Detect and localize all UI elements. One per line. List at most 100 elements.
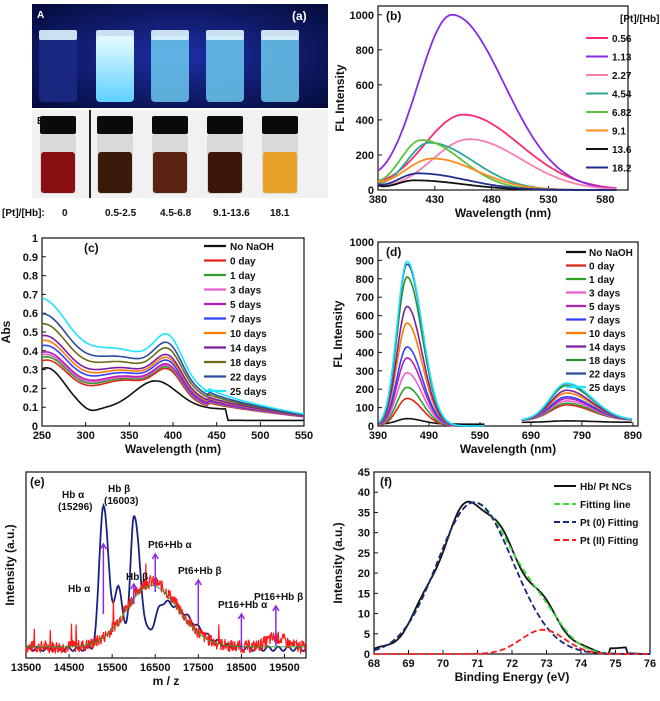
vial-ratio-label: 9.1-13.6 (213, 208, 250, 219)
x-axis-label: Wavelength (nm) (460, 442, 556, 456)
legend-entry: 0 day (589, 262, 615, 273)
legend-entry: 18 days (230, 358, 267, 369)
y-tick-label: 0.3 (23, 365, 38, 377)
series-line (378, 260, 485, 427)
annotation-arrowhead (272, 604, 280, 612)
legend-entry: No NaOH (589, 248, 633, 259)
legend-entry: 22 days (230, 373, 267, 384)
legend-entry: Pt (II) Fitting (580, 536, 638, 547)
y-tick-label: 40 (358, 487, 370, 499)
y-tick-label: 30 (358, 528, 370, 540)
annotation-arrowhead (151, 552, 159, 560)
series-line (373, 501, 650, 655)
x-tick-label: 580 (596, 194, 614, 206)
legend-entry: Fitting line (580, 500, 631, 511)
y-tick-label: 400 (356, 347, 374, 359)
x-tick-label: 75 (609, 658, 621, 670)
y-tick-label: 600 (356, 80, 374, 92)
x-tick-label: 18500 (226, 662, 257, 674)
y-tick-label: 0 (368, 185, 374, 197)
legend-entry: 1 day (589, 275, 615, 286)
y-tick-label: 900 (356, 255, 374, 267)
x-tick-label: 300 (76, 430, 94, 442)
x-tick-label: 490 (420, 430, 438, 442)
x-tick-label: 690 (522, 430, 540, 442)
series-line (41, 312, 305, 416)
legend-entry: 1 day (230, 271, 256, 282)
peak-annotation: Pt16+Hb β (254, 592, 303, 603)
y-tick-label: 0.4 (23, 346, 39, 358)
x-tick-label: 250 (33, 430, 51, 442)
peak-annotation: Pt6+Hb α (148, 540, 193, 551)
panel-label: (d) (386, 245, 401, 259)
x-tick-label: 16500 (140, 662, 171, 674)
y-tick-label: 25 (358, 548, 370, 560)
x-tick-label: 380 (369, 194, 387, 206)
x-tick-label: 71 (471, 658, 483, 670)
y-tick-label: 5 (364, 629, 370, 641)
x-tick-label: 590 (471, 430, 489, 442)
x-tick-label: 790 (573, 430, 591, 442)
visible-vial (97, 116, 133, 194)
legend-entry: 0.56 (612, 34, 632, 45)
chart-panel-c: 250 300 350 400 450 500 550 0 0.1 0.2 0.3 0.4 0.5 0.6… (0, 233, 313, 456)
legend-entry: Hb/ Pt NCs (580, 482, 632, 493)
legend-entry: 22 days (589, 370, 626, 381)
chart-panel-b: 380 430 480 530 580 0 200 400 600 800 1000 Waveleng… (333, 5, 659, 220)
legend-entry: 6.82 (612, 108, 632, 119)
legend-entry: 5 days (230, 300, 262, 311)
series-line (25, 502, 307, 652)
legend-entry: 5 days (589, 302, 621, 313)
x-tick-label: 17500 (183, 662, 214, 674)
x-tick-label: 13500 (11, 662, 42, 674)
panel-a-label: (a) (292, 9, 307, 23)
series-line (377, 138, 617, 190)
peak-annotation: Hb β (126, 572, 148, 583)
legend-entry: 25 days (589, 383, 626, 394)
y-tick-label: 20 (358, 568, 370, 580)
x-tick-label: 350 (120, 430, 138, 442)
x-tick-label: 72 (506, 658, 518, 670)
legend-entry: 10 days (230, 329, 267, 340)
y-tick-label: 0.1 (23, 402, 38, 414)
y-axis-label: Intensity (a.u.) (3, 524, 17, 605)
y-tick-label: 800 (356, 274, 374, 286)
peak-mass: (15296) (58, 502, 92, 513)
series-line (41, 297, 305, 415)
x-tick-label: 68 (368, 658, 380, 670)
y-tick-label: 300 (356, 366, 374, 378)
uv-vial (206, 30, 244, 102)
legend-title: [Pt]/[Hb] (620, 14, 659, 25)
y-tick-label: 0.2 (23, 383, 38, 395)
y-axis-label: Abs (0, 320, 13, 343)
series-line (377, 13, 617, 190)
y-tick-label: 200 (356, 150, 374, 162)
x-axis-label: m / z (153, 674, 180, 688)
y-tick-label: 0.9 (23, 252, 38, 264)
y-tick-label: 0.5 (23, 327, 38, 339)
x-tick-label: 500 (251, 430, 269, 442)
y-tick-label: 45 (358, 467, 370, 479)
visible-vial (40, 116, 76, 194)
y-tick-label: 0 (368, 421, 374, 433)
vial-ratio-label: 18.1 (270, 208, 290, 219)
y-tick-label: 0 (32, 421, 38, 433)
series-line (41, 322, 305, 416)
panel-label: (f) (380, 475, 392, 489)
x-axis-label: Binding Energy (eV) (455, 670, 570, 684)
visible-vial (152, 116, 188, 194)
panel-label: (e) (30, 475, 45, 489)
y-tick-label: 0.8 (23, 271, 38, 283)
legend-entry: 1.13 (612, 53, 632, 64)
y-tick-label: 0.6 (23, 308, 38, 320)
ratio-caption: [Pt]/[Hb]: (2, 208, 45, 219)
legend-entry: 0 day (230, 257, 256, 268)
x-tick-label: 530 (539, 194, 557, 206)
series-line (41, 334, 305, 417)
y-tick-label: 35 (358, 507, 370, 519)
chart-panel-f: 68 69 70 71 72 73 74 75 76 0 5 10 15 20 25 30 35 40 45 Bind… (331, 467, 656, 684)
uv-vial (151, 30, 189, 102)
row-a-label: A (37, 10, 44, 21)
y-tick-label: 400 (356, 115, 374, 127)
legend-entry: 7 days (589, 316, 621, 327)
